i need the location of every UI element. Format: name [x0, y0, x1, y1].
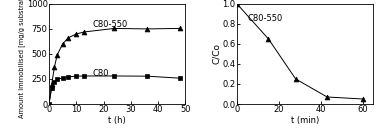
Text: C80-550: C80-550	[93, 20, 128, 29]
Y-axis label: Amount Immobilised [mg/g substrate]: Amount Immobilised [mg/g substrate]	[18, 0, 25, 118]
Text: C80: C80	[93, 69, 109, 78]
X-axis label: t (min): t (min)	[291, 116, 319, 125]
Text: C80-550: C80-550	[247, 14, 283, 23]
X-axis label: t (h): t (h)	[108, 116, 126, 125]
Y-axis label: C/Co: C/Co	[212, 43, 221, 64]
